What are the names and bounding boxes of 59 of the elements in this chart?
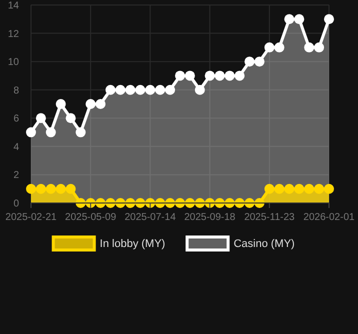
point bbox=[36, 113, 46, 124]
point bbox=[46, 127, 56, 138]
point bbox=[324, 14, 334, 24]
point bbox=[314, 184, 324, 194]
point bbox=[304, 42, 314, 52]
point bbox=[244, 56, 255, 67]
point bbox=[294, 184, 304, 194]
point bbox=[165, 84, 176, 95]
point bbox=[96, 99, 106, 109]
point bbox=[145, 84, 156, 95]
point bbox=[184, 70, 195, 81]
point bbox=[86, 99, 96, 109]
point bbox=[26, 184, 36, 194]
y-tick-label: 8 bbox=[13, 85, 20, 96]
x-tick-label: 2025-02-21 bbox=[5, 212, 58, 223]
point bbox=[284, 184, 294, 194]
point bbox=[274, 184, 284, 194]
y-tick-label: 14 bbox=[8, 0, 20, 12]
x-tick-label: 2025-09-18 bbox=[184, 212, 236, 223]
point bbox=[314, 42, 324, 52]
x-tick-label: 2025-11-23 bbox=[244, 212, 296, 223]
y-tick-label: 2 bbox=[13, 170, 20, 182]
y-tick-label: 12 bbox=[8, 28, 20, 40]
legend-label: In lobby (MY) bbox=[100, 238, 166, 250]
point bbox=[254, 56, 264, 67]
point bbox=[284, 14, 294, 24]
point bbox=[56, 99, 66, 109]
legend-label: Casino (MY) bbox=[234, 238, 295, 250]
point bbox=[56, 184, 66, 194]
point bbox=[76, 127, 86, 138]
y-tick-label: 4 bbox=[13, 142, 20, 153]
x-tick-label: 2025-07-14 bbox=[124, 212, 176, 223]
point bbox=[66, 184, 76, 194]
y-tick-label: 10 bbox=[8, 57, 20, 68]
point bbox=[324, 184, 334, 194]
x-tick-label: 2026-02-01 bbox=[303, 212, 356, 223]
point bbox=[175, 70, 185, 81]
point bbox=[274, 42, 284, 52]
point bbox=[125, 84, 136, 95]
point bbox=[304, 184, 314, 194]
point bbox=[234, 70, 245, 81]
point bbox=[66, 113, 76, 124]
point bbox=[194, 84, 205, 95]
y-tick-label: 0 bbox=[13, 198, 20, 210]
y-tick-label: 6 bbox=[13, 114, 20, 125]
point bbox=[135, 84, 146, 95]
point bbox=[204, 70, 215, 81]
point bbox=[36, 184, 46, 194]
x-tick-label: 2025-05-09 bbox=[65, 212, 117, 223]
point bbox=[115, 84, 126, 95]
point bbox=[264, 42, 274, 52]
point bbox=[294, 14, 304, 24]
point bbox=[26, 127, 36, 138]
point bbox=[46, 184, 56, 194]
point bbox=[105, 84, 116, 95]
point bbox=[214, 70, 225, 81]
point bbox=[224, 70, 235, 81]
point bbox=[155, 84, 166, 95]
point bbox=[264, 184, 274, 194]
